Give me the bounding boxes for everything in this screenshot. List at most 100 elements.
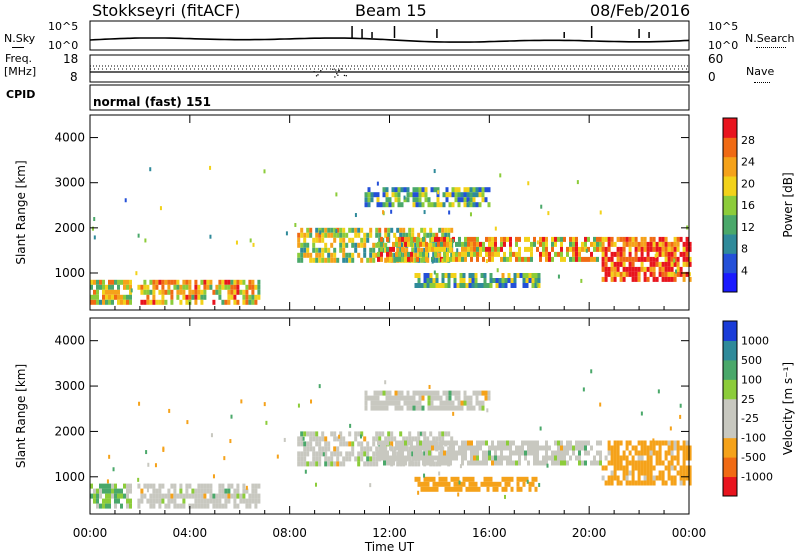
echo-cell (394, 197, 398, 203)
echo-cell (539, 445, 542, 451)
echo-cell (658, 460, 662, 466)
echo-cell (661, 480, 665, 486)
echo-cell (149, 279, 153, 285)
echo-cell (439, 400, 443, 406)
echo-cell (461, 246, 464, 252)
echo-cell (472, 202, 476, 208)
echo-cell (545, 256, 548, 262)
echo-cell (221, 488, 225, 494)
echo-cell (587, 440, 590, 446)
echo-cell (616, 455, 620, 461)
echo-cell (581, 440, 584, 446)
echo-cell (473, 460, 476, 466)
echo-cell (501, 273, 505, 278)
echo-cell (444, 476, 448, 482)
echo-cell (688, 256, 692, 262)
echo-cell (563, 460, 566, 466)
echo-cell (551, 256, 554, 262)
y-tick-label: 1000 (54, 470, 85, 484)
echo-cell (431, 445, 434, 451)
echo-cell (445, 192, 449, 198)
echo-cell (96, 503, 99, 509)
echo-speckle (384, 380, 387, 385)
echo-cell (300, 441, 304, 447)
echo-cell (367, 192, 371, 198)
echo-cell (354, 242, 358, 248)
echo-cell (369, 232, 373, 238)
echo-cell (376, 390, 380, 396)
echo-cell (158, 483, 162, 489)
echo-cell (664, 440, 668, 446)
colorbar-tick-label: 28 (741, 134, 755, 147)
echo-cell (476, 460, 479, 466)
echo-speckle (209, 234, 212, 239)
echo-cell (436, 197, 440, 203)
echo-cell (482, 246, 485, 252)
echo-cell (436, 187, 440, 193)
echo-cell (218, 498, 222, 504)
echo-cell (182, 289, 186, 295)
echo-cell (655, 251, 659, 257)
echo-cell (498, 278, 502, 283)
echo-cell (306, 431, 310, 437)
echo-cell (418, 400, 422, 406)
echo-cell (348, 441, 352, 447)
echo-cell (227, 289, 231, 295)
echo-speckle (459, 464, 462, 469)
echo-cell (123, 284, 126, 290)
echo-cell (458, 445, 461, 451)
echo-cell (454, 390, 458, 396)
echo-cell (438, 252, 442, 258)
echo-cell (348, 257, 352, 263)
echo-cell (625, 455, 629, 461)
echo-cell (407, 450, 410, 456)
echo-cell (218, 284, 222, 290)
echo-cell (616, 271, 620, 277)
echo-cell (670, 276, 674, 282)
echo-cell (601, 475, 605, 481)
echo-speckle (536, 282, 539, 287)
echo-cell (111, 483, 114, 489)
echo-cell (530, 445, 533, 451)
echo-cell (373, 400, 377, 406)
echo-cell (459, 273, 463, 278)
echo-cell (394, 395, 398, 401)
echo-cell (610, 455, 614, 461)
nave-dot (320, 69, 322, 72)
echo-cell (470, 241, 473, 247)
x-tick-label: 12:00 (372, 526, 407, 540)
echo-cell (194, 503, 198, 509)
echo-cell (417, 273, 421, 278)
echo-cell (436, 192, 440, 198)
echo-cell (137, 503, 141, 509)
echo-cell (414, 273, 418, 278)
echo-cell (417, 431, 421, 437)
echo-cell (482, 460, 485, 466)
echo-cell (146, 294, 150, 300)
echo-cell (661, 236, 665, 242)
echo-cell (188, 289, 192, 295)
echo-cell (96, 488, 99, 494)
echo-cell (539, 256, 542, 262)
echo-cell (333, 232, 337, 238)
echo-cell (443, 236, 446, 242)
nave-dot (338, 69, 340, 72)
echo-cell (354, 456, 358, 462)
echo-cell (342, 441, 346, 447)
echo-cell (315, 431, 319, 437)
echo-cell (392, 455, 395, 461)
echo-cell (327, 247, 331, 253)
echo-cell (398, 455, 401, 461)
echo-cell (664, 450, 668, 456)
echo-cell (601, 266, 605, 272)
echo-cell (206, 498, 210, 504)
echo-cell (426, 486, 430, 492)
echo-cell (643, 440, 647, 446)
echo-speckle (124, 198, 127, 203)
echo-cell (437, 460, 440, 466)
echo-cell (342, 237, 346, 243)
echo-cell (466, 202, 470, 208)
echo-cell (613, 271, 617, 277)
echo-cell (513, 278, 517, 283)
echo-cell (593, 256, 596, 262)
